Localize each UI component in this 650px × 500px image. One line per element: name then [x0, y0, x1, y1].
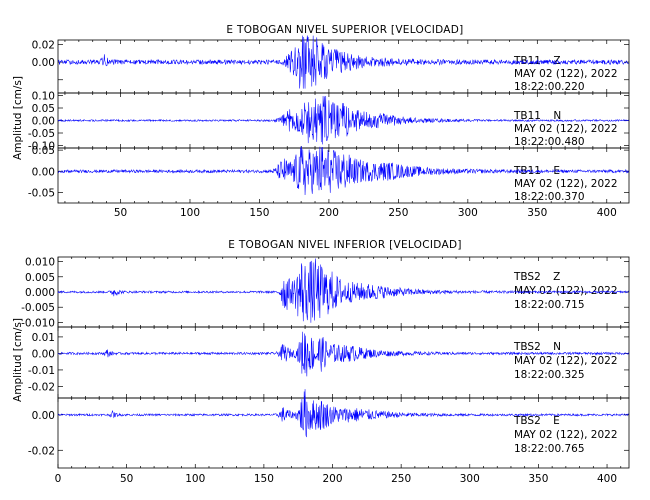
time-label: 18:22:00.325 — [514, 369, 585, 381]
y-axis-label: Amplitud [cm/s] — [12, 76, 24, 160]
y-tick-label: 0.02 — [32, 39, 55, 51]
y-tick-label: -0.010 — [21, 317, 55, 329]
station-code: TBS2 — [513, 415, 541, 427]
y-tick-label: -0.05 — [28, 187, 55, 199]
y-tick-label: 0.000 — [25, 287, 55, 299]
y-tick-label: 0.05 — [32, 103, 55, 115]
time-label: 18:22:00.220 — [514, 81, 585, 93]
y-tick-label: 0.00 — [32, 57, 55, 69]
x-tick-label: 200 — [322, 473, 342, 485]
x-tick-label: 150 — [254, 473, 274, 485]
station-label: TBS2 Z — [513, 271, 560, 283]
waveform-line — [57, 95, 629, 145]
x-tick-label: 50 — [120, 473, 133, 485]
panel-nivel-superior: E TOBOGAN NIVEL SUPERIOR [VELOCIDAD] Amp… — [12, 24, 630, 219]
station-label: TBS2 N — [513, 341, 561, 353]
trace-tbs2-z: TBS2 Z MAY 02 (122), 2022 18:22:00.715 -… — [21, 257, 630, 329]
time-label: 18:22:00.480 — [514, 136, 585, 148]
y-tick-label: -0.005 — [21, 302, 55, 314]
y-tick-label: 0.10 — [32, 91, 55, 103]
component-code: N — [553, 341, 561, 353]
trace-tb11-e: TB11 E MAY 02 (122), 2022 18:22:00.370 -… — [28, 145, 630, 204]
waveform-line — [57, 331, 629, 377]
y-tick-label: 0.05 — [32, 145, 55, 157]
y-tick-label: 0.01 — [32, 332, 55, 344]
y-tick-label: 0.00 — [32, 410, 55, 422]
component-code: Z — [553, 271, 560, 283]
time-label: 18:22:00.715 — [514, 299, 585, 311]
y-tick-label: -0.01 — [28, 365, 55, 377]
y-tick-label: -0.02 — [28, 381, 55, 393]
station-code: TBS2 — [513, 341, 541, 353]
waveform-line — [57, 389, 629, 438]
waveform-line — [57, 35, 629, 89]
station-label: TB11 N — [513, 110, 561, 122]
x-tick-label: 350 — [528, 473, 548, 485]
y-tick-label: 0.00 — [32, 116, 55, 128]
x-tick-label: 350 — [527, 207, 547, 219]
y-tick-label: -0.10 — [28, 141, 55, 153]
x-tick-label: 0 — [55, 473, 62, 485]
trace-tbs2-n: TBS2 N MAY 02 (122), 2022 18:22:00.325 -… — [28, 326, 630, 399]
trace-tbs2-e: TBS2 E MAY 02 (122), 2022 18:22:00.765 -… — [28, 389, 630, 469]
x-tick-label: 200 — [319, 207, 339, 219]
station-code: TB11 — [513, 110, 541, 122]
date-label: MAY 02 (122), 2022 — [514, 123, 618, 135]
x-tick-label: 250 — [391, 473, 411, 485]
y-tick-label: 0.00 — [32, 166, 55, 178]
x-tick-label: 250 — [388, 207, 408, 219]
panel-title: E TOBOGAN NIVEL INFERIOR [VELOCIDAD] — [228, 239, 461, 251]
waveform-line — [57, 258, 629, 323]
y-axis-label: Amplitud [cm/s] — [12, 318, 24, 402]
panel-title: E TOBOGAN NIVEL SUPERIOR [VELOCIDAD] — [226, 24, 463, 36]
trace-tb11-z: TB11 Z MAY 02 (122), 2022 18:22:00.220 0… — [32, 35, 630, 94]
station-code: TBS2 — [513, 271, 541, 283]
y-tick-label: -0.02 — [28, 445, 55, 457]
y-tick-label: 0.010 — [25, 257, 55, 269]
y-tick-label: -0.05 — [28, 128, 55, 140]
plot-frame — [57, 397, 630, 469]
waveform-line — [57, 146, 629, 195]
x-tick-label: 100 — [185, 473, 205, 485]
station-label: TBS2 E — [513, 415, 560, 427]
x-tick-label: 300 — [458, 207, 478, 219]
panel-nivel-inferior: E TOBOGAN NIVEL INFERIOR [VELOCIDAD] Amp… — [12, 239, 630, 485]
y-tick-label: 0.00 — [32, 348, 55, 360]
date-label: MAY 02 (122), 2022 — [514, 68, 618, 80]
date-label: MAY 02 (122), 2022 — [514, 178, 618, 190]
x-tick-label: 50 — [114, 207, 127, 219]
trace-tb11-n: TB11 N MAY 02 (122), 2022 18:22:00.480 -… — [28, 91, 630, 153]
time-label: 18:22:00.765 — [514, 443, 585, 455]
component-code: N — [553, 110, 561, 122]
plot-frame — [57, 147, 630, 204]
x-tick-label: 100 — [180, 207, 200, 219]
time-label: 18:22:00.370 — [514, 191, 585, 203]
x-tick-label: 150 — [249, 207, 269, 219]
x-tick-label: 300 — [460, 473, 480, 485]
x-tick-label: 400 — [597, 207, 617, 219]
x-tick-label: 400 — [597, 473, 617, 485]
component-code: E — [553, 415, 560, 427]
y-tick-label: 0.005 — [25, 272, 55, 284]
date-label: MAY 02 (122), 2022 — [514, 355, 618, 367]
date-label: MAY 02 (122), 2022 — [514, 429, 618, 441]
component-code: E — [553, 165, 560, 177]
